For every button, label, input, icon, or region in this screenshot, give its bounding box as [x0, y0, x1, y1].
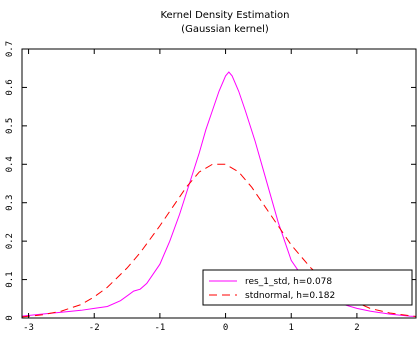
y-tick-label: 0.2 [5, 233, 15, 249]
x-tick-label: -2 [89, 323, 100, 333]
legend-label-2: stdnormal, h=0.182 [245, 291, 335, 301]
y-tick-label: 0.1 [5, 271, 15, 287]
chart-subtitle: (Gaussian kernel) [181, 24, 269, 35]
y-tick-label: 0.6 [5, 79, 15, 95]
y-tick-label: 0.7 [5, 41, 15, 57]
x-tick-label: 1 [289, 323, 294, 333]
axes: -3 -2 -1 0 1 2 0 0.1 0.2 0.3 0.4 0.5 0.6 0.7 [5, 41, 417, 333]
plot-frame [21, 48, 417, 319]
chart-title: Kernel Density Estimation [160, 10, 289, 21]
y-tick-label: 0.3 [5, 195, 15, 211]
x-tick-label: -3 [23, 323, 34, 333]
legend-box [202, 269, 413, 306]
y-tick-label: 0.4 [5, 156, 15, 172]
y-tick-label: 0 [5, 315, 15, 320]
legend-label-1: res_1_std, h=0.078 [245, 277, 332, 287]
legend: res_1_std, h=0.078 stdnormal, h=0.182 [202, 269, 413, 306]
x-tick-label: 2 [354, 323, 359, 333]
y-tick-label: 0.5 [5, 118, 15, 134]
x-tick-label: -1 [154, 323, 165, 333]
x-tick-label: 0 [223, 323, 228, 333]
